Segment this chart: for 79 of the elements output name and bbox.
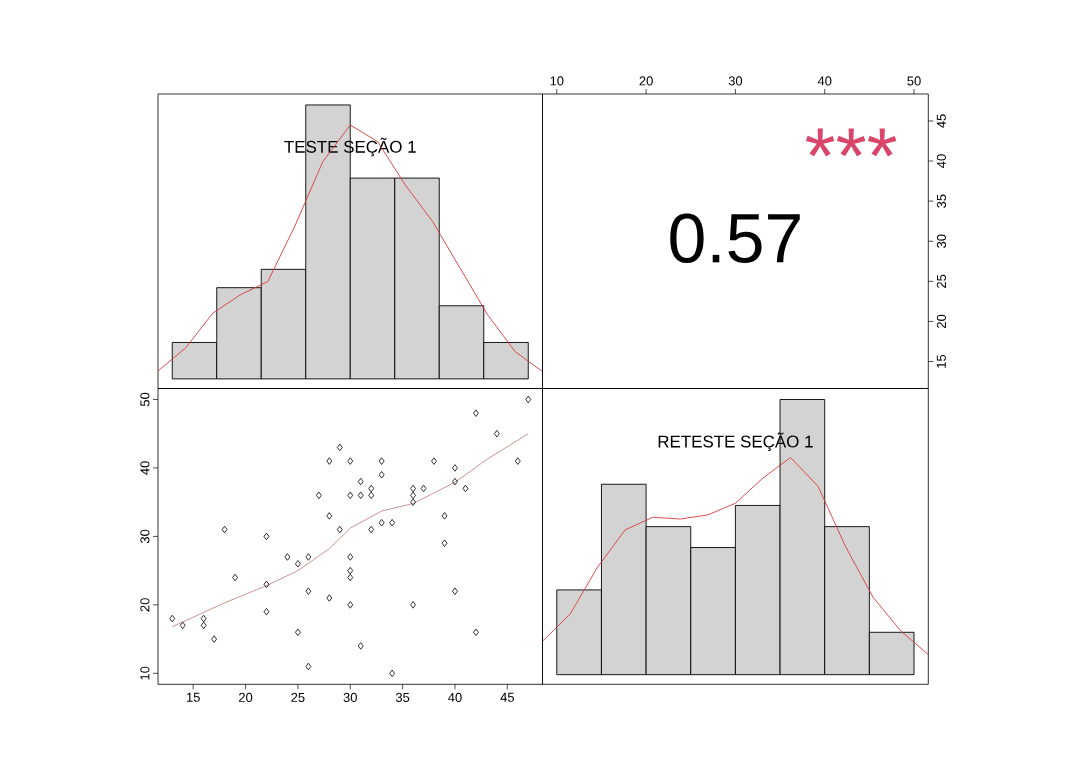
x-tick-label: 15 [186, 692, 200, 702]
y-tick-label: 45 [936, 114, 946, 128]
point [200, 614, 207, 623]
point [357, 477, 364, 486]
x-tick-label: 35 [395, 692, 410, 702]
annotation: 0.57 [670, 213, 800, 263]
point [462, 484, 469, 493]
point [347, 601, 354, 609]
point [336, 525, 343, 534]
point [284, 553, 291, 561]
x-tick-label: 30 [343, 692, 357, 702]
point [368, 491, 375, 500]
point [305, 662, 312, 671]
point [295, 628, 301, 636]
point [357, 491, 364, 500]
point [441, 512, 448, 520]
point [378, 471, 385, 479]
y-tick-label: 25 [936, 274, 946, 288]
point [347, 566, 354, 575]
point [295, 560, 301, 568]
x-tick-label: 25 [291, 692, 305, 702]
point [389, 519, 396, 527]
point [263, 608, 270, 616]
y-tick-label: 30 [936, 234, 946, 248]
x-tick-label: 45 [500, 692, 514, 702]
y-tick-label: 40 [140, 461, 150, 475]
x-tick-label: 40 [817, 76, 832, 86]
point [420, 484, 427, 493]
line-series [171, 433, 529, 628]
point [169, 614, 176, 623]
point [410, 498, 416, 506]
x-tick-label: 10 [550, 76, 564, 86]
point [441, 539, 448, 547]
x-tick-label: 20 [639, 76, 653, 86]
point [368, 525, 375, 534]
point [315, 491, 322, 500]
y-tick-label: 10 [140, 666, 150, 680]
point [305, 587, 312, 595]
point [378, 519, 385, 527]
point [221, 525, 228, 534]
point [431, 457, 437, 465]
point [347, 573, 354, 582]
point [347, 491, 354, 500]
point [326, 457, 333, 465]
annotation: *** [805, 128, 897, 157]
point [347, 553, 354, 561]
y-tick-label: 40 [936, 154, 946, 168]
point [410, 601, 416, 609]
point [514, 457, 521, 465]
x-tick-label: 20 [239, 692, 253, 702]
point [452, 464, 458, 472]
point [326, 594, 333, 602]
y-tick-label: 50 [140, 392, 150, 407]
y-tick-label: 20 [936, 314, 946, 328]
x-tick-label: 30 [728, 76, 743, 86]
point [493, 429, 500, 438]
point [305, 553, 312, 561]
point [378, 457, 385, 465]
point [200, 621, 207, 630]
point [347, 457, 354, 465]
point [473, 409, 479, 417]
point [211, 635, 217, 643]
point [357, 642, 364, 650]
x-tick-label: 50 [907, 76, 921, 86]
y-tick-label: 35 [936, 194, 946, 208]
point [368, 484, 375, 493]
x-tick-label: 40 [448, 692, 462, 702]
point [336, 443, 343, 452]
y-tick-label: 30 [140, 529, 150, 544]
point [525, 395, 532, 404]
point [389, 669, 396, 678]
point [263, 532, 270, 541]
point [263, 580, 270, 589]
point [179, 621, 186, 630]
point [326, 512, 333, 520]
y-tick-label: 20 [140, 598, 150, 612]
point [473, 628, 479, 636]
y-tick-label: 15 [936, 354, 946, 368]
point [452, 587, 458, 595]
